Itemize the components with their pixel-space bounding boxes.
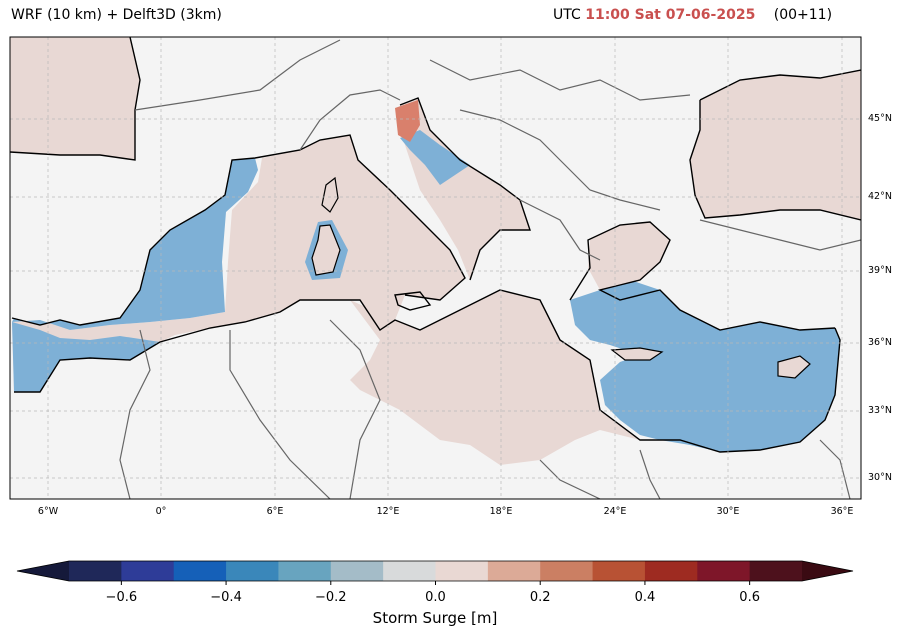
colorbar-segment xyxy=(226,561,279,581)
positive-surge-venice xyxy=(395,100,420,142)
lon-tick-label: 6°E xyxy=(266,506,284,517)
utc-label: UTC xyxy=(553,7,581,23)
colorbar-tick-label: −0.6 xyxy=(105,590,138,605)
colorbar-segment xyxy=(749,561,803,581)
colorbar-segment xyxy=(278,561,332,581)
corsica-land xyxy=(321,176,339,213)
border-7 xyxy=(229,330,331,499)
border-3 xyxy=(429,59,691,101)
border-10 xyxy=(639,449,661,499)
colorbar-tick-label: 0.0 xyxy=(425,590,446,605)
lat-tick-label: 42°N xyxy=(868,191,892,202)
colorbar-tick-label: 0.2 xyxy=(529,590,551,605)
aegean-land xyxy=(588,222,670,290)
colorbar-segment xyxy=(435,561,489,581)
crete-island xyxy=(610,347,664,361)
lon-tick-label: 24°E xyxy=(603,506,627,517)
colorbar-segment xyxy=(383,561,436,581)
lat-tick-label: 45°N xyxy=(868,113,892,124)
map-gridlines xyxy=(10,37,861,499)
lat-tick-label: 36°N xyxy=(868,337,892,348)
coastline-north-africa xyxy=(14,289,841,453)
colorbar-segment xyxy=(121,561,175,581)
colorbar-label: Storm Surge [m] xyxy=(372,609,498,627)
sardinia-land xyxy=(311,224,341,276)
border-9 xyxy=(539,459,601,499)
colorbar-segment xyxy=(540,561,594,581)
valid-time-header: UTC 11:00 Sat 07-06-2025 (00+11) xyxy=(553,7,832,23)
colorbar-tick-label: −0.2 xyxy=(314,590,347,605)
border-2 xyxy=(299,89,401,151)
map-frame xyxy=(9,36,862,500)
surge-band-aegean xyxy=(570,280,840,452)
central-basin-land xyxy=(350,290,640,465)
coastline-sicily xyxy=(394,291,432,311)
lat-tick-label: 30°N xyxy=(868,472,892,483)
coastline-aegean xyxy=(569,221,836,331)
border-5 xyxy=(519,199,601,261)
valid-time: 11:00 Sat 07-06-2025 xyxy=(585,7,756,23)
black-sea-land xyxy=(690,70,861,220)
western-basin-land xyxy=(12,135,465,392)
colorbar-tick-label: 0.6 xyxy=(739,590,760,605)
colorbar-segment xyxy=(330,561,384,581)
border-11 xyxy=(819,439,851,499)
lon-tick-label: 12°E xyxy=(376,506,400,517)
coastline-west xyxy=(10,37,141,161)
colorbar-segment xyxy=(644,561,698,581)
colorbar-segment xyxy=(173,561,227,581)
surge-band-iberia xyxy=(12,158,258,330)
border-4 xyxy=(459,109,661,211)
colorbar-segment xyxy=(592,561,646,581)
lon-tick-label: 36°E xyxy=(830,506,854,517)
lat-tick-label: 33°N xyxy=(868,405,892,416)
colorbar-under-arrow xyxy=(17,561,69,581)
colorbar-segment xyxy=(697,561,751,581)
lon-tick-label: 30°E xyxy=(716,506,740,517)
coastline-black-sea xyxy=(689,69,861,221)
lon-tick-label: 6°W xyxy=(37,506,59,517)
colorbar-tick-label: 0.4 xyxy=(634,590,656,605)
lon-tick-label: 18°E xyxy=(489,506,513,517)
border-8 xyxy=(329,319,381,499)
lon-tick-label: 0° xyxy=(155,506,167,517)
border-12 xyxy=(699,219,861,251)
bay-of-biscay-land xyxy=(10,37,140,160)
colorbar-segment xyxy=(69,561,122,581)
coastline-adriatic xyxy=(399,97,531,281)
lat-tick-label: 39°N xyxy=(868,265,892,276)
border-6 xyxy=(119,329,151,499)
colorbar-over-arrow xyxy=(802,561,853,581)
colorbar-tick-label: −0.4 xyxy=(210,590,242,605)
model-title: WRF (10 km) + Delft3D (3km) xyxy=(11,7,222,23)
cyprus-island xyxy=(777,355,811,379)
border-1 xyxy=(134,39,341,111)
surge-band-south xyxy=(12,322,160,392)
forecast-step: (00+11) xyxy=(773,7,833,23)
coastline-iberia xyxy=(11,134,466,326)
colorbar-outline xyxy=(16,560,854,582)
surge-band-adriatic xyxy=(400,130,470,185)
colorbar-segment xyxy=(487,561,541,581)
